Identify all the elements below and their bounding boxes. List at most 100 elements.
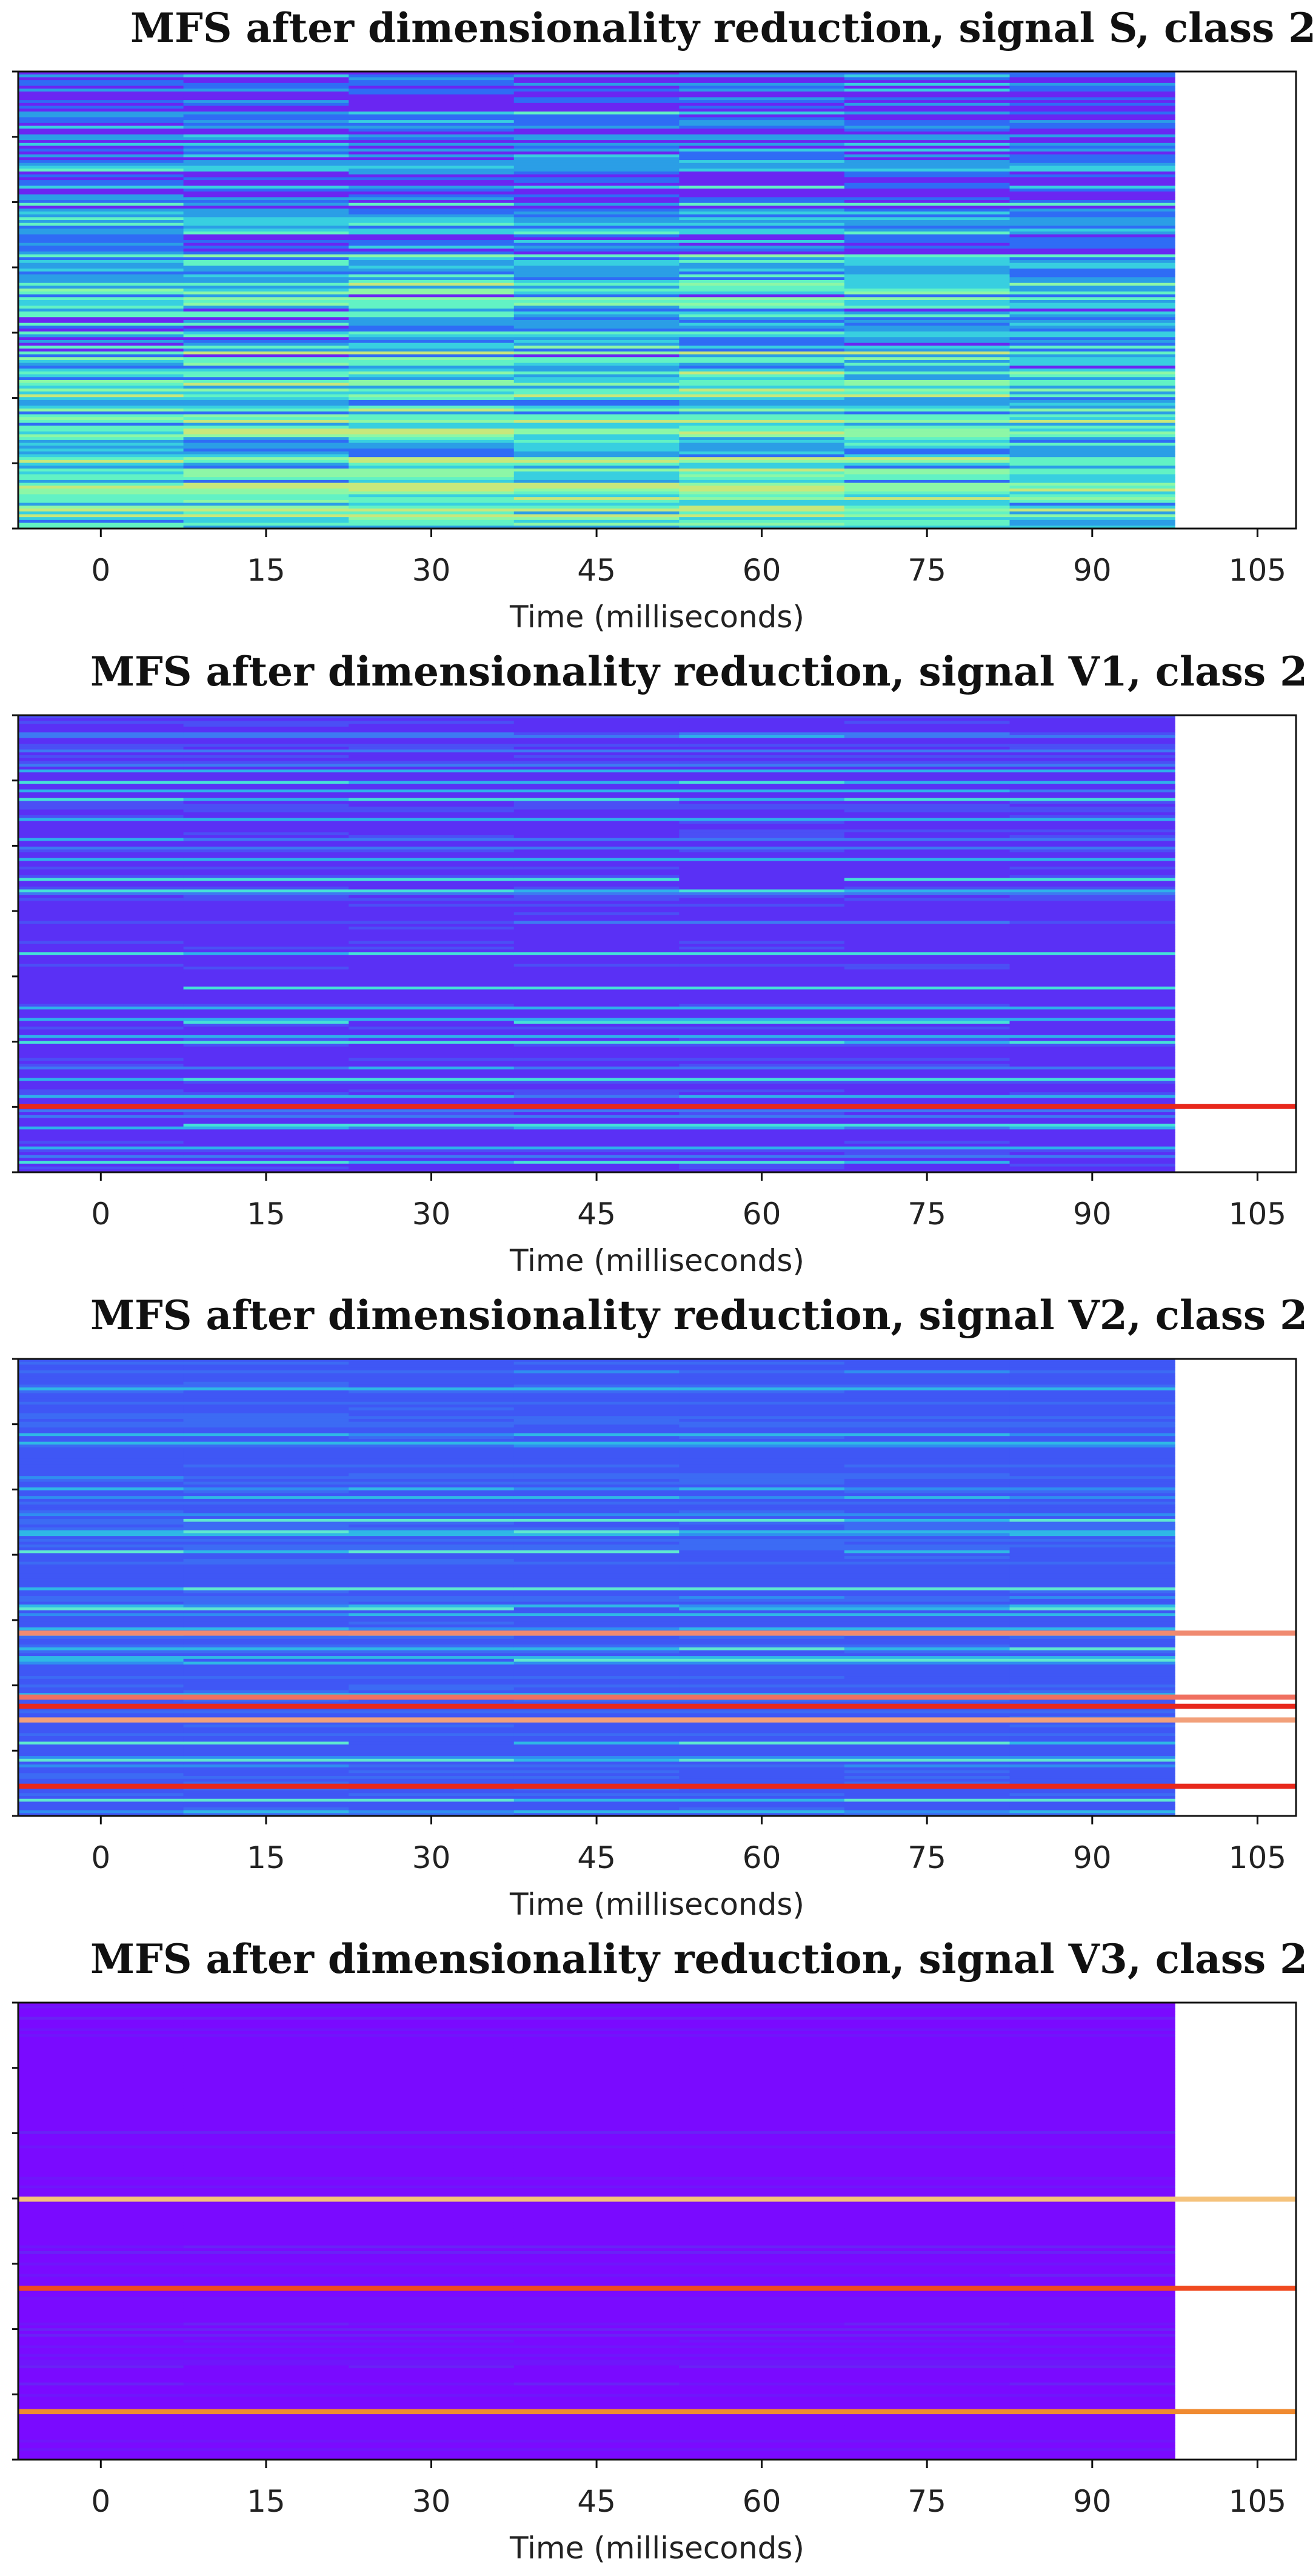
- heatmap-cell: [183, 2160, 349, 2163]
- heatmap-cell: [183, 189, 349, 192]
- heatmap-cell: [18, 978, 184, 981]
- heatmap-cell: [18, 2077, 184, 2080]
- heatmap-cell: [1009, 1393, 1175, 1396]
- heatmap-cell: [183, 1410, 349, 1414]
- heatmap-cell: [349, 2354, 515, 2357]
- heatmap-cell: [513, 177, 680, 181]
- heatmap-cell: [183, 502, 349, 506]
- heatmap-cell: [679, 2345, 845, 2349]
- heatmap-cell: [18, 829, 184, 833]
- heatmap-cell: [349, 1527, 515, 1531]
- heatmap-cell: [679, 1166, 845, 1170]
- heatmap-cell: [1009, 1644, 1175, 1648]
- heatmap-cell: [18, 1456, 184, 1460]
- heatmap-cell: [679, 869, 845, 873]
- heatmap-cell: [844, 1467, 1011, 1471]
- heatmap-cell: [18, 2342, 184, 2346]
- heatmap-cell: [183, 2397, 349, 2400]
- heatmap-cell: [1009, 177, 1175, 181]
- heatmap-cell: [349, 798, 515, 801]
- heatmap-cell: [349, 1707, 515, 1711]
- heatmap-cell: [844, 1396, 1011, 1400]
- heatmap-cell: [844, 417, 1011, 421]
- heatmap-cell: [679, 191, 845, 195]
- heatmap-cell: [183, 251, 349, 255]
- heatmap-cell: [183, 2134, 349, 2138]
- heatmap-cell: [513, 1041, 680, 1044]
- heatmap-cell: [183, 2451, 349, 2455]
- heatmap-cell: [349, 1112, 515, 1116]
- heatmap-cell: [513, 389, 680, 392]
- heatmap-cell: [844, 526, 1011, 529]
- heatmap-cell: [679, 1593, 845, 1597]
- heatmap-cell: [679, 1092, 845, 1096]
- heatmap-cell: [513, 1690, 680, 1693]
- heatmap-cell: [349, 995, 515, 999]
- heatmap-cell: [183, 1129, 349, 1133]
- heatmap-cell: [513, 269, 680, 272]
- heatmap-cell: [1009, 2308, 1175, 2312]
- heatmap-cell: [679, 257, 845, 261]
- heatmap-cell: [349, 1023, 515, 1027]
- heatmap-cell: [844, 772, 1011, 776]
- heatmap-cell: [1009, 775, 1175, 779]
- heatmap-cell: [183, 778, 349, 781]
- heatmap-cell: [513, 826, 680, 830]
- heatmap-cell: [183, 282, 349, 287]
- heatmap-cell: [18, 1727, 184, 1731]
- heatmap-cell: [183, 2257, 349, 2260]
- heatmap-cell: [183, 1473, 349, 1477]
- heatmap-cell: [1009, 1444, 1175, 1448]
- heatmap-cell: [844, 1733, 1011, 1737]
- heatmap-cell: [1009, 2205, 1175, 2209]
- heatmap-cell: [844, 1046, 1011, 1050]
- heatmap-cell: [18, 2254, 184, 2258]
- heatmap-cell: [183, 271, 349, 275]
- heatmap-cell: [18, 451, 184, 455]
- heatmap-cell: [349, 342, 515, 346]
- heatmap-cell: [844, 194, 1011, 198]
- heatmap-cell: [1009, 749, 1175, 753]
- heatmap-cell: [183, 365, 349, 369]
- heatmap-cell: [513, 1524, 680, 1528]
- heatmap-cell: [183, 2254, 349, 2258]
- heatmap-cell: [18, 2114, 184, 2118]
- heatmap-cell: [183, 966, 349, 970]
- heatmap-cell: [679, 1146, 845, 1150]
- heatmap-cell: [844, 274, 1011, 278]
- heatmap-cell: [844, 1038, 1011, 1041]
- heatmap-cell: [679, 1581, 845, 1585]
- heatmap-cell: [513, 861, 680, 864]
- heatmap-cell: [18, 2162, 184, 2166]
- heatmap-cell: [679, 91, 845, 95]
- heatmap-cell: [183, 1690, 349, 1693]
- heatmap-cell: [183, 297, 349, 301]
- heatmap-cell: [1009, 82, 1175, 87]
- heatmap-cell: [18, 878, 184, 881]
- heatmap-cell: [183, 2325, 349, 2329]
- heatmap-cell: [18, 1670, 184, 1673]
- heatmap-cell: [679, 345, 845, 349]
- heatmap-cell: [183, 280, 349, 284]
- heatmap-cell: [513, 274, 680, 278]
- heatmap-cell: [513, 775, 680, 779]
- heatmap-cell: [18, 309, 184, 312]
- heatmap-cell: [18, 185, 184, 189]
- heatmap-cells: [18, 2003, 1175, 2460]
- heatmap-cell: [679, 1396, 845, 1400]
- heatmap-cell: [183, 849, 349, 853]
- heatmap-cell: [349, 1169, 515, 1173]
- heatmap-cell: [349, 382, 515, 386]
- heatmap-cell: [513, 975, 680, 979]
- heatmap-cell: [18, 1590, 184, 1594]
- heatmap-cell: [1009, 1741, 1175, 1745]
- heatmap-cell: [844, 1163, 1011, 1167]
- heatmap-cell: [844, 795, 1011, 799]
- heatmap-cell: [844, 1138, 1011, 1141]
- heatmap-cell: [1009, 459, 1175, 464]
- heatmap-cell: [844, 399, 1011, 404]
- heatmap-cell: [1009, 1647, 1175, 1651]
- heatmap-cell: [1009, 2257, 1175, 2260]
- heatmap-cell: [844, 1052, 1011, 1056]
- heatmap-cell: [183, 2188, 349, 2192]
